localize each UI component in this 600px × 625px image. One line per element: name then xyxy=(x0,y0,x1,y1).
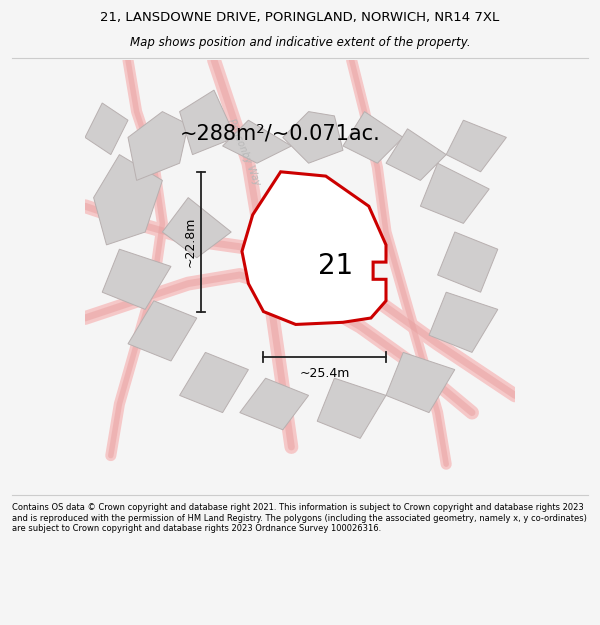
Polygon shape xyxy=(283,112,343,163)
Polygon shape xyxy=(437,232,498,292)
Polygon shape xyxy=(163,198,231,258)
Text: ~25.4m: ~25.4m xyxy=(299,368,350,381)
Polygon shape xyxy=(386,129,446,181)
Polygon shape xyxy=(446,120,506,172)
Polygon shape xyxy=(179,90,235,154)
Text: Map shows position and indicative extent of the property.: Map shows position and indicative extent… xyxy=(130,36,470,49)
Text: ~288m²/~0.071ac.: ~288m²/~0.071ac. xyxy=(179,123,380,143)
Text: 21: 21 xyxy=(318,253,353,280)
Polygon shape xyxy=(242,172,386,324)
Text: Contains OS data © Crown copyright and database right 2021. This information is : Contains OS data © Crown copyright and d… xyxy=(12,504,587,533)
Text: 21, LANSDOWNE DRIVE, PORINGLAND, NORWICH, NR14 7XL: 21, LANSDOWNE DRIVE, PORINGLAND, NORWICH… xyxy=(100,11,500,24)
Polygon shape xyxy=(240,378,308,430)
Polygon shape xyxy=(179,352,248,412)
Text: Ponsonby Way: Ponsonby Way xyxy=(226,118,262,188)
Polygon shape xyxy=(94,154,163,245)
Polygon shape xyxy=(386,352,455,412)
Polygon shape xyxy=(85,103,128,154)
Polygon shape xyxy=(128,301,197,361)
Polygon shape xyxy=(128,112,188,181)
Polygon shape xyxy=(421,163,489,223)
Polygon shape xyxy=(223,120,292,163)
Polygon shape xyxy=(317,378,386,438)
Polygon shape xyxy=(274,249,334,301)
Polygon shape xyxy=(343,112,403,163)
Text: ~22.8m: ~22.8m xyxy=(184,216,197,267)
Polygon shape xyxy=(102,249,171,309)
Polygon shape xyxy=(429,292,498,352)
